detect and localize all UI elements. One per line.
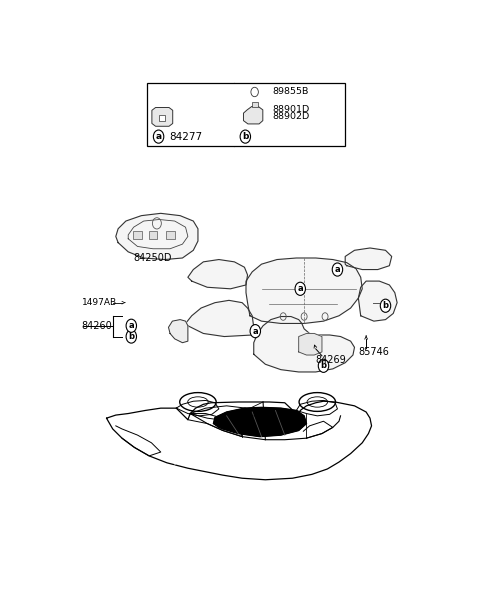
Bar: [166, 231, 175, 239]
Text: 88902D: 88902D: [272, 112, 310, 121]
Polygon shape: [188, 259, 248, 289]
Bar: [252, 102, 258, 107]
Text: 88901D: 88901D: [272, 105, 310, 114]
Polygon shape: [116, 214, 198, 259]
Text: b: b: [128, 332, 134, 341]
Polygon shape: [243, 107, 263, 124]
Bar: [133, 231, 142, 239]
Text: b: b: [321, 361, 326, 370]
Text: 85746: 85746: [359, 347, 389, 357]
Circle shape: [154, 130, 164, 143]
Circle shape: [318, 359, 329, 372]
Text: 1497AB: 1497AB: [82, 298, 117, 307]
Text: a: a: [252, 326, 258, 336]
Polygon shape: [359, 281, 397, 321]
Polygon shape: [299, 334, 322, 355]
Circle shape: [250, 325, 261, 338]
Circle shape: [126, 330, 136, 343]
FancyBboxPatch shape: [147, 82, 345, 146]
Polygon shape: [254, 317, 355, 372]
Text: a: a: [129, 321, 134, 330]
Bar: [159, 115, 165, 121]
Text: 84269: 84269: [316, 354, 347, 365]
Polygon shape: [186, 300, 254, 337]
Circle shape: [332, 263, 343, 276]
Text: 84277: 84277: [169, 132, 202, 142]
Polygon shape: [246, 258, 362, 323]
Text: b: b: [383, 301, 388, 310]
Text: a: a: [298, 284, 303, 293]
Text: a: a: [156, 132, 162, 141]
Text: 89855B: 89855B: [272, 87, 309, 96]
Circle shape: [126, 319, 136, 332]
Text: a: a: [335, 265, 340, 274]
Circle shape: [240, 130, 251, 143]
Circle shape: [380, 299, 391, 312]
Polygon shape: [152, 107, 173, 126]
Polygon shape: [345, 248, 392, 270]
Bar: [148, 231, 157, 239]
Text: 84260: 84260: [82, 321, 112, 331]
Text: 84250D: 84250D: [133, 253, 172, 263]
Circle shape: [295, 282, 305, 295]
Polygon shape: [214, 407, 306, 437]
Polygon shape: [168, 320, 188, 343]
Text: b: b: [242, 132, 249, 141]
